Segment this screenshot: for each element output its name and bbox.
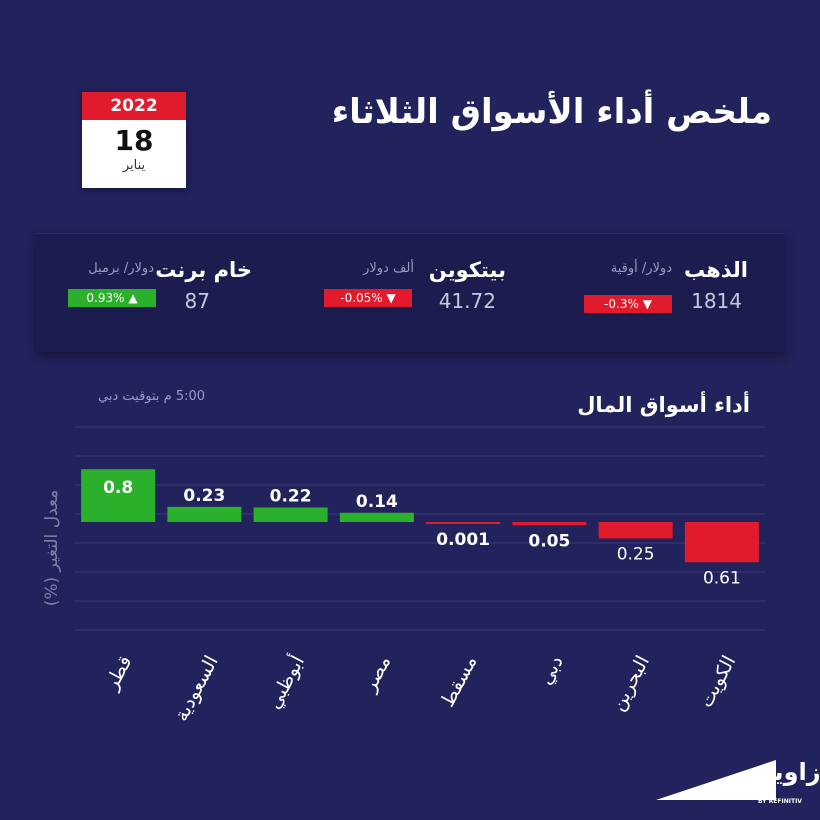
ticker-change-badge: 0.93% ▲ — [68, 289, 156, 307]
value-label-3: 0.22 — [270, 486, 312, 506]
logo-subtitle: BY REFINITIV — [758, 798, 802, 805]
triangle-up-icon: ▲ — [128, 291, 138, 305]
calendar-month: يناير — [122, 158, 146, 173]
category-label-6: دبي — [534, 652, 567, 688]
ticker-unit: دولار/ برميل — [88, 261, 154, 276]
bar-7 — [598, 522, 673, 539]
triangle-down-icon: ▼ — [386, 291, 396, 305]
ticker-value: 41.72 — [438, 289, 496, 313]
page-title: ملخص أداء الأسواق الثلاثاء — [331, 92, 772, 132]
value-label-1: 0.8 — [103, 478, 133, 498]
zawya-logo — [656, 760, 776, 800]
ticker-item-bitcoin: بيتكوين ألف دولار 41.72 -0.05% ▼ — [324, 234, 514, 352]
category-label-1: قطر — [100, 652, 136, 694]
triangle-down-icon: ▼ — [642, 297, 652, 311]
value-label-7: 0.25 — [617, 545, 655, 565]
bar-2 — [167, 506, 242, 522]
category-label-3: أبوظبي — [261, 651, 309, 713]
ticker-value: 87 — [184, 289, 210, 313]
ticker-name: الذهب — [683, 258, 748, 282]
ticker-name: خام برنت — [155, 258, 252, 282]
ticker-unit: ألف دولار — [363, 261, 414, 276]
category-label-2: السعودية — [170, 652, 223, 725]
ticker-value: 1814 — [691, 289, 742, 313]
change-value: 0.93% — [86, 291, 125, 305]
bar-3 — [253, 507, 328, 522]
bar-8 — [684, 522, 759, 563]
value-label-2: 0.23 — [183, 486, 225, 506]
value-label-8: 0.61 — [703, 568, 741, 588]
commodities-ticker: الذهب دولار/ أوقية 1814 -0.3% ▼ بيتكوين … — [36, 233, 784, 352]
logo-text: زاوية — [760, 758, 820, 786]
category-label-7: البحرين — [607, 652, 654, 715]
chart-title: أداء أسواق المال — [577, 393, 750, 417]
category-label-4: مصر — [358, 652, 395, 696]
calendar-year: 2022 — [82, 92, 186, 120]
calendar-date: 2022 18 يناير — [82, 92, 186, 188]
change-value: -0.05% — [340, 291, 383, 305]
bar-6 — [512, 522, 587, 526]
value-label-4: 0.14 — [356, 492, 398, 512]
ticker-name: بيتكوين — [428, 258, 506, 282]
calendar-day: 18 — [114, 124, 154, 157]
value-label-5: 0.001 — [436, 530, 490, 550]
bar-1 — [81, 469, 156, 522]
ticker-unit: دولار/ أوقية — [610, 261, 672, 276]
category-label-5: مسقط — [436, 652, 481, 711]
ticker-item-gold: الذهب دولار/ أوقية 1814 -0.3% ▼ — [584, 234, 784, 352]
bar-4 — [339, 512, 414, 522]
ticker-change-badge: -0.3% ▼ — [584, 295, 672, 313]
category-label-8: الكويت — [695, 652, 740, 711]
timestamp: 5:00 م بتوقيت دبي — [98, 389, 206, 404]
ticker-item-brent: خام برنت دولار/ برميل 87 0.93% ▲ — [68, 234, 258, 352]
ticker-change-badge: -0.05% ▼ — [324, 289, 412, 307]
change-value: -0.3% — [604, 297, 639, 311]
bar-5 — [426, 522, 501, 524]
value-label-6: 0.05 — [528, 531, 570, 551]
